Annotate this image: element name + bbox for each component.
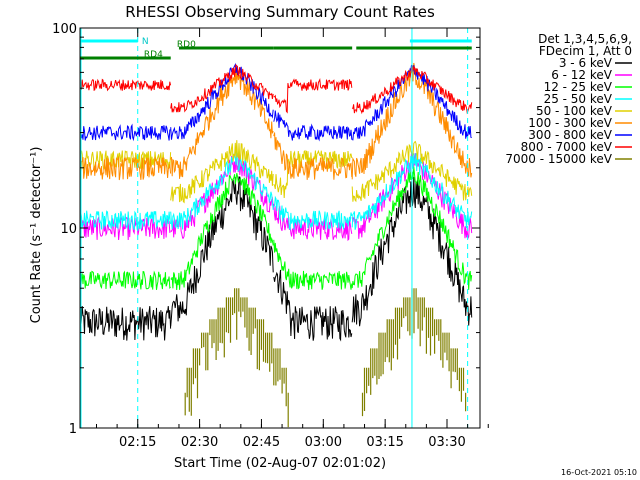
x-tick-label-2: 02:45 xyxy=(243,435,280,450)
series-line-0-seg-0 xyxy=(79,306,172,341)
x-tick-label-4: 03:15 xyxy=(366,435,403,450)
chart-title: RHESSI Observing Summary Count Rates xyxy=(125,3,435,21)
y-tick-label-0: 1 xyxy=(69,422,77,437)
series-line-2-seg-1 xyxy=(170,172,274,291)
series-line-0-seg-1 xyxy=(170,176,274,327)
series-line-1-seg-2 xyxy=(273,203,353,242)
flag-label-RD0: RD0 xyxy=(177,40,196,50)
legend-label-5: 100 - 300 keV xyxy=(528,116,612,130)
series-line-3-seg-1 xyxy=(170,151,274,230)
flag-label-N: N xyxy=(142,37,149,47)
y-axis-label: Count Rate (s⁻¹ detector⁻¹) xyxy=(29,147,44,324)
x-tick-label-5: 03:30 xyxy=(428,435,465,450)
y-tick-label-1: 10 xyxy=(60,222,77,237)
y-tick-label-2: 100 xyxy=(52,22,77,37)
series-line-7-seg-1 xyxy=(170,63,274,113)
series-line-7-seg-0 xyxy=(79,78,172,92)
x-tick-label-3: 03:00 xyxy=(305,435,342,450)
legend-label-1: 6 - 12 keV xyxy=(551,68,613,82)
series-line-2-seg-2 xyxy=(273,239,353,291)
series-line-3-seg-0 xyxy=(79,210,172,230)
axes: 1 10 100 02:15 02:30 02:45 03:00 03:15 03:30 xyxy=(52,22,489,450)
series-line-6-seg-1 xyxy=(170,62,274,140)
legend-label-2: 12 - 25 keV xyxy=(544,80,613,94)
series-line-7-seg-2 xyxy=(273,77,353,114)
x-tick-label-0: 02:15 xyxy=(119,435,156,450)
series-line-6-seg-0 xyxy=(79,123,171,142)
x-axis-label: Start Time (02-Aug-07 02:01:02) xyxy=(174,456,386,471)
series-line-8 xyxy=(184,288,467,428)
legend-header-1: Det 1,3,4,5,6,9, xyxy=(538,32,632,46)
legend-label-3: 25 - 50 keV xyxy=(544,92,613,106)
series-line-6-seg-2 xyxy=(273,110,353,142)
series-line-5-seg-0 xyxy=(79,155,172,181)
series-line-2-seg-0 xyxy=(79,270,171,290)
series-line-0-seg-2 xyxy=(273,269,353,342)
legend-label-8: 7000 - 15000 keV xyxy=(505,152,612,166)
x-tick-label-1: 02:30 xyxy=(181,435,218,450)
legend-label-4: 50 - 100 keV xyxy=(536,104,613,118)
legend-header-2: FDecim 1, Att 0 xyxy=(539,44,632,58)
legend-label-6: 300 - 800 keV xyxy=(528,128,612,142)
legend: Det 1,3,4,5,6,9, FDecim 1, Att 0 3 - 6 k… xyxy=(505,32,632,166)
series-line-1-seg-0 xyxy=(79,216,171,241)
flag-label-RD4: RD4 xyxy=(144,50,163,60)
series-line-4-seg-2 xyxy=(273,149,353,199)
footer-timestamp: 16-Oct-2021 05:10 xyxy=(561,468,637,477)
series-line-5-seg-2 xyxy=(273,132,353,180)
series-line-3-seg-2 xyxy=(273,195,353,231)
legend-label-7: 800 - 7000 keV xyxy=(521,140,613,154)
series-line-4-seg-1 xyxy=(170,140,274,204)
legend-label-0: 3 - 6 keV xyxy=(559,56,613,70)
plot-area: N RD0 RD4 xyxy=(79,28,473,428)
